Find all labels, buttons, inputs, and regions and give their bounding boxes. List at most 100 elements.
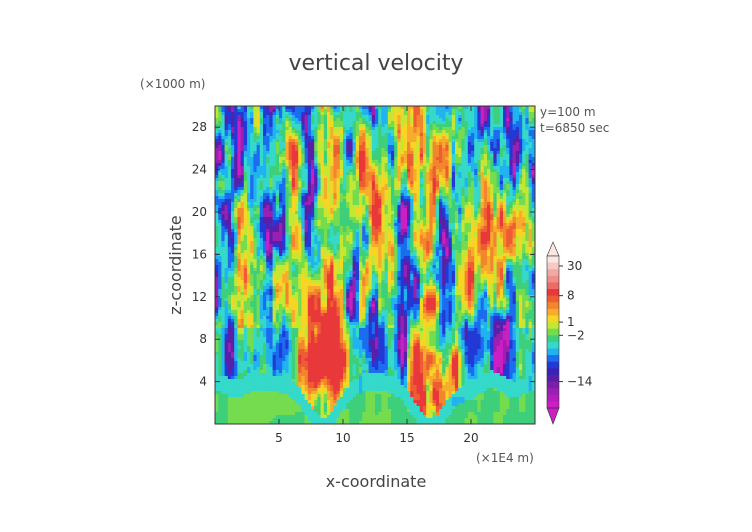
field-cell [272, 163, 277, 167]
field-cell [477, 238, 481, 242]
field-cell [474, 253, 478, 257]
field-cell [387, 205, 392, 209]
field-cell [458, 169, 462, 173]
field-cell [259, 112, 264, 116]
field-cell [343, 109, 347, 113]
field-cell [272, 124, 277, 128]
field-cell [519, 235, 523, 239]
field-cell [487, 187, 491, 191]
field-cell [423, 145, 427, 149]
field-cell [282, 175, 286, 179]
field-cell [522, 217, 526, 221]
field-cell [263, 145, 267, 149]
field-cell [474, 151, 478, 155]
field-cell [493, 145, 497, 149]
field-cell [445, 253, 449, 257]
field-cell [439, 184, 443, 188]
field-cell [272, 214, 277, 218]
field-cell [272, 190, 277, 194]
field-cell [528, 217, 533, 221]
field-cell [375, 214, 379, 218]
field-cell [266, 121, 270, 125]
field-cell [320, 235, 325, 239]
field-cell [375, 181, 379, 185]
field-cell [451, 193, 456, 197]
field-cell [250, 244, 254, 248]
field-cell [439, 166, 443, 170]
field-cell [237, 142, 241, 146]
field-cell [515, 160, 520, 164]
field-cell [339, 121, 344, 125]
field-cell [256, 136, 261, 140]
field-cell [275, 241, 280, 245]
field-cell [480, 127, 485, 131]
field-cell [304, 166, 309, 170]
field-cell [307, 178, 312, 182]
field-cell [301, 154, 305, 158]
field-cell [243, 253, 248, 257]
field-cell [458, 181, 462, 185]
field-cell [451, 253, 456, 257]
field-cell [371, 211, 376, 215]
field-cell [352, 145, 357, 149]
field-cell [250, 106, 254, 110]
field-cell [291, 157, 296, 161]
field-cell [317, 235, 321, 239]
field-cell [243, 145, 248, 149]
field-cell [311, 187, 315, 191]
field-cell [291, 175, 296, 179]
field-cell [327, 106, 331, 110]
field-cell [247, 235, 251, 239]
field-cell [323, 106, 328, 110]
field-cell [375, 244, 379, 248]
field-cell [391, 148, 395, 152]
field-cell [253, 223, 257, 227]
field-cell [336, 250, 341, 254]
field-cell [435, 136, 440, 140]
field-cell [435, 253, 440, 257]
field-cell [355, 157, 360, 161]
field-cell [487, 136, 491, 140]
field-cell [455, 190, 459, 194]
field-cell [250, 112, 254, 116]
field-cell [314, 172, 318, 176]
field-cell [298, 136, 302, 140]
field-cell [215, 169, 219, 173]
field-cell [339, 166, 344, 170]
field-cell [474, 193, 478, 197]
field-cell [455, 217, 459, 221]
field-cell [368, 187, 373, 191]
field-cell [346, 178, 350, 182]
field-cell [282, 184, 286, 188]
field-cell [467, 217, 472, 221]
field-cell [528, 109, 533, 113]
field-cell [378, 109, 382, 113]
field-cell [314, 124, 318, 128]
field-cell [362, 151, 366, 155]
field-cell [279, 172, 283, 176]
field-cell [522, 232, 526, 236]
field-cell [323, 160, 328, 164]
field-cell [375, 226, 379, 230]
field-cell [429, 106, 433, 110]
field-cell [231, 220, 235, 224]
field-cell [474, 226, 478, 230]
field-cell [371, 121, 376, 125]
field-cell [448, 151, 453, 155]
field-cell [343, 172, 347, 176]
field-cell [288, 226, 293, 230]
field-cell [259, 253, 264, 257]
field-cell [503, 118, 507, 122]
field-cell [381, 190, 385, 194]
field-cell [464, 244, 469, 248]
field-cell [320, 115, 325, 119]
field-cell [275, 124, 280, 128]
field-cell [243, 106, 248, 110]
field-cell [451, 226, 456, 230]
field-cell [496, 247, 501, 251]
field-cell [391, 247, 395, 251]
field-cell [243, 202, 248, 206]
field-cell [458, 253, 462, 257]
field-cell [371, 223, 376, 227]
field-cell [448, 115, 453, 119]
